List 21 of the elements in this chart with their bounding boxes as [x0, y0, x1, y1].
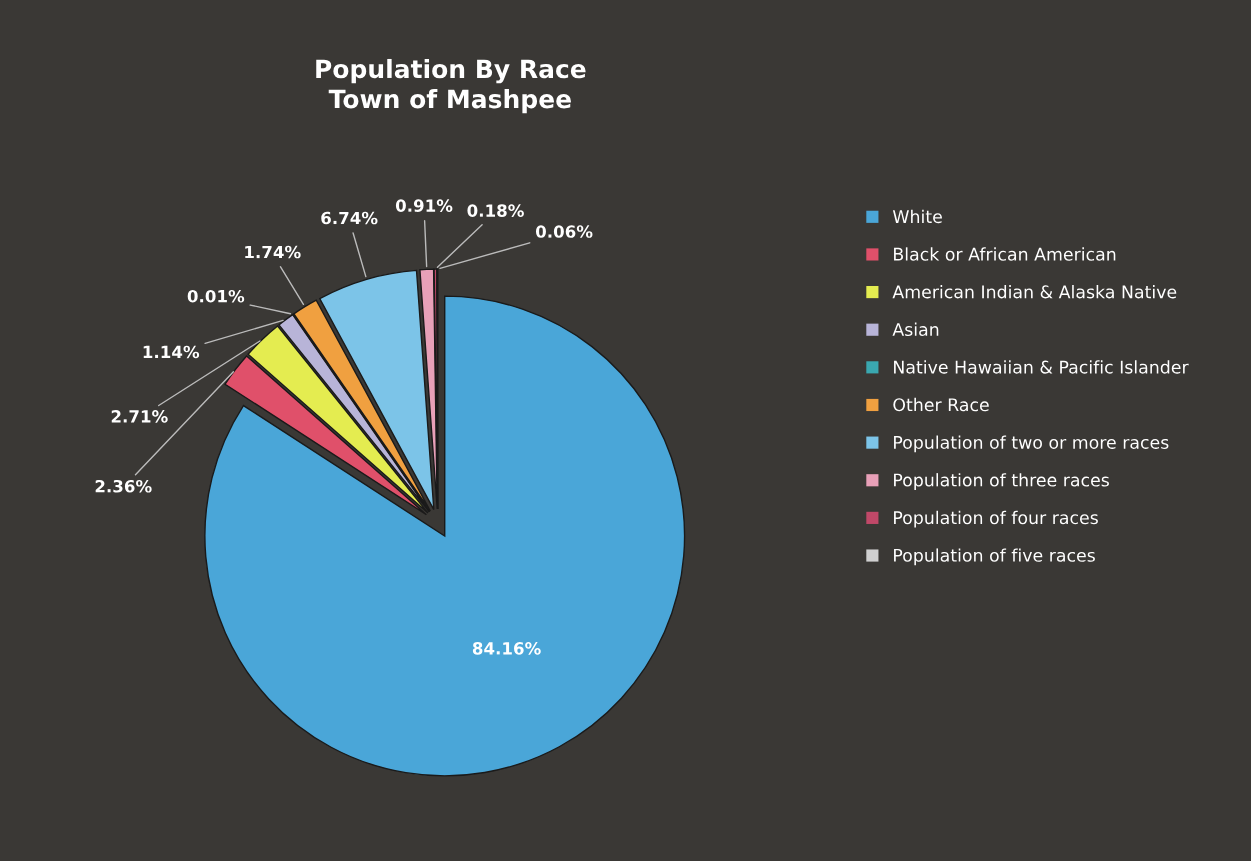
data-label: 1.74%	[245, 245, 301, 259]
data-label: 6.74%	[321, 211, 378, 225]
legend-label: White	[892, 209, 942, 224]
data-label: 0.18%	[467, 204, 524, 217]
legend-label: Asian	[892, 322, 939, 337]
data-label: 84.16%	[472, 642, 541, 655]
data-label: 0.06%	[535, 225, 593, 238]
legend-label: Black or African American	[894, 247, 1116, 261]
data-label: 0.01%	[187, 289, 245, 303]
legend-label: Native Hawaiian & Pacific Islander	[894, 360, 1189, 374]
data-label: 2.71%	[111, 410, 168, 423]
legend-label: Other Race	[893, 397, 989, 412]
legend-label: Population of five races	[894, 548, 1095, 566]
legend-label: Population of two or more races	[894, 435, 1169, 453]
data-label: 1.14%	[143, 345, 200, 359]
legend-label: American Indian & Alaska Native	[892, 284, 1177, 299]
chart-title: Population By Race Town of Mashpee	[316, 58, 586, 114]
legend-label: Population of four races	[894, 510, 1098, 528]
data-label: 2.36%	[95, 479, 152, 493]
data-label: 0.91%	[395, 199, 453, 212]
legend-label: Population of three races	[894, 473, 1109, 490]
